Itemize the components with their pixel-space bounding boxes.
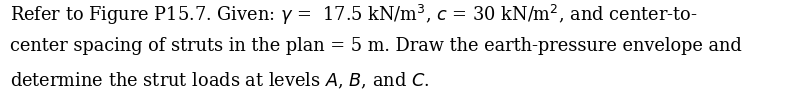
Text: determine the strut loads at levels $A$, $B$, and $C$.: determine the strut loads at levels $A$,… <box>10 71 429 91</box>
Text: Refer to Figure P15.7. Given: $\gamma$ =  17.5 kN/m$^3$, $c$ = 30 kN/m$^2$, and : Refer to Figure P15.7. Given: $\gamma$ =… <box>10 3 697 27</box>
Text: center spacing of struts in the plan = 5 m. Draw the earth-pressure envelope and: center spacing of struts in the plan = 5… <box>10 37 740 55</box>
